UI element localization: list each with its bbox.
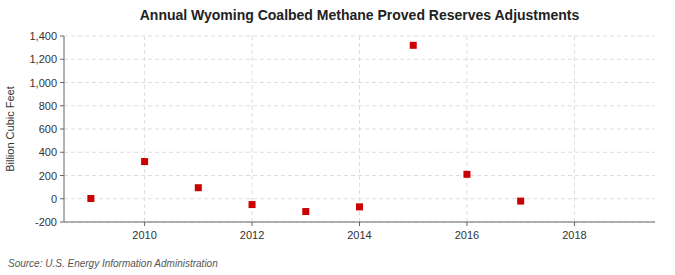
y-axis-label: Billion Cubic Feet bbox=[4, 86, 16, 172]
y-tick-label: 0 bbox=[51, 193, 57, 205]
y-tick bbox=[60, 36, 64, 37]
y-tick bbox=[60, 222, 64, 223]
x-grid-line bbox=[252, 36, 253, 222]
y-tick bbox=[60, 129, 64, 130]
x-tick-label: 2014 bbox=[347, 229, 371, 241]
y-tick-label: 400 bbox=[39, 146, 57, 158]
y-tick bbox=[60, 105, 64, 106]
y-tick bbox=[60, 198, 64, 199]
y-grid-line bbox=[64, 82, 655, 83]
point bbox=[87, 195, 94, 202]
y-tick bbox=[60, 82, 64, 83]
y-tick-label: -200 bbox=[35, 216, 57, 228]
title: Annual Wyoming Coalbed Methane Proved Re… bbox=[140, 7, 580, 23]
x-tick bbox=[252, 222, 253, 226]
x-tick bbox=[466, 222, 467, 226]
x-tick-label: 2012 bbox=[240, 229, 264, 241]
y-tick-label: 200 bbox=[39, 170, 57, 182]
point bbox=[517, 198, 524, 205]
x-grid-line bbox=[144, 36, 145, 222]
axes: -200 0 200 400 600 800 1,000 1,200 1,400 2010 2012… bbox=[29, 30, 655, 241]
y-tick bbox=[60, 175, 64, 176]
point bbox=[302, 208, 309, 215]
source-note: Source: U.S. Energy Information Administ… bbox=[8, 258, 218, 269]
point bbox=[249, 201, 256, 208]
y-tick-label: 800 bbox=[39, 100, 57, 112]
x-grid-line bbox=[574, 36, 575, 222]
points bbox=[87, 42, 524, 215]
point bbox=[195, 184, 202, 191]
point bbox=[463, 171, 470, 178]
y-tick-label: 1,400 bbox=[29, 30, 57, 42]
y-grid-line bbox=[64, 175, 655, 176]
y-grid-line bbox=[64, 222, 655, 223]
y-tick-label: 600 bbox=[39, 123, 57, 135]
x-axis-line bbox=[64, 222, 655, 223]
x-tick-label: 2010 bbox=[132, 229, 156, 241]
x-tick-label: 2018 bbox=[562, 229, 586, 241]
point bbox=[410, 42, 417, 49]
x-grid-line bbox=[359, 36, 360, 222]
x-tick-label: 2016 bbox=[455, 229, 479, 241]
x-tick bbox=[359, 222, 360, 226]
y-tick-label: 1,000 bbox=[29, 77, 57, 89]
x-tick bbox=[574, 222, 575, 226]
y-tick bbox=[60, 152, 64, 153]
x-tick bbox=[144, 222, 145, 226]
chart-svg: -200 0 200 400 600 800 1,000 1,200 1,400 2010 2012… bbox=[0, 0, 675, 275]
y-tick-label: 1,200 bbox=[29, 53, 57, 65]
y-axis-line bbox=[64, 36, 65, 222]
x-grid-line bbox=[466, 36, 467, 222]
point bbox=[356, 203, 363, 210]
grid bbox=[64, 36, 655, 222]
y-tick bbox=[60, 59, 64, 60]
chart-container: -200 0 200 400 600 800 1,000 1,200 1,400 2010 2012… bbox=[0, 0, 675, 275]
point bbox=[141, 158, 148, 165]
